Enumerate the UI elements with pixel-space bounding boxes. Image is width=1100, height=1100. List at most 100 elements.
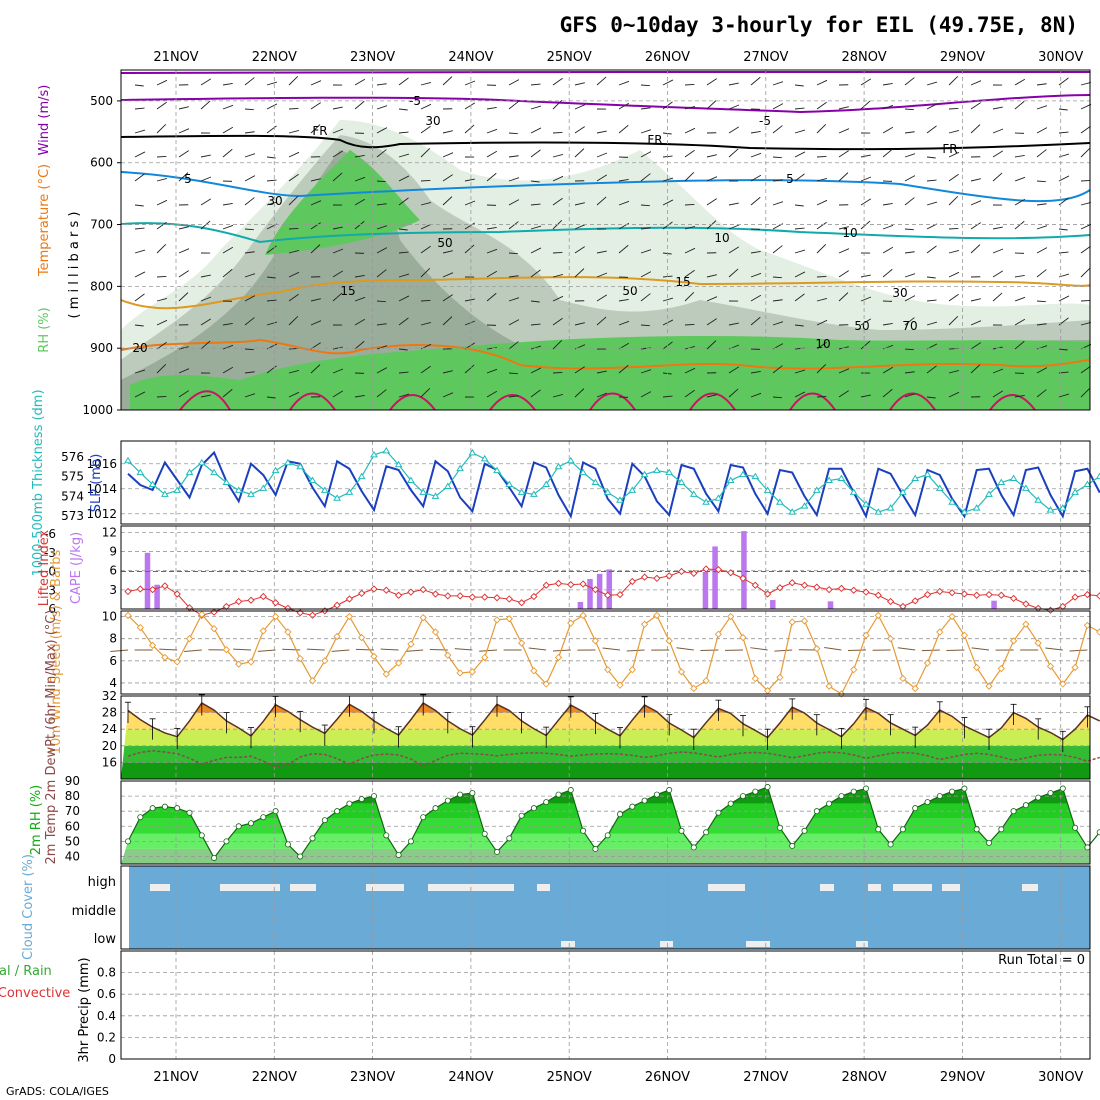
wind-barb bbox=[442, 272, 454, 278]
wind-barb bbox=[530, 203, 541, 206]
wind-barb bbox=[178, 292, 189, 302]
wind-barb bbox=[706, 340, 717, 350]
thickness-point bbox=[345, 488, 354, 495]
wind-barb bbox=[794, 249, 806, 254]
wind-barb bbox=[200, 100, 211, 110]
contour-5 bbox=[120, 171, 1091, 203]
wind-barb bbox=[332, 270, 344, 278]
cloud-cover-area bbox=[129, 866, 1090, 949]
wind-barb bbox=[1036, 105, 1048, 110]
wind-barb bbox=[310, 80, 322, 86]
wind-barb bbox=[794, 84, 804, 87]
contour-label: 10 bbox=[714, 231, 729, 245]
wind-barb bbox=[1080, 81, 1092, 86]
wind-barb bbox=[110, 649, 129, 652]
contour-label: 15 bbox=[675, 275, 690, 289]
thickness-point bbox=[788, 508, 797, 515]
y-axis-label: ( m i l l i b a r s ) bbox=[67, 212, 82, 319]
wind-barb bbox=[596, 152, 608, 158]
wind-barb bbox=[376, 300, 386, 303]
wind-speed-point bbox=[493, 616, 501, 624]
wind-speed-point bbox=[456, 669, 464, 677]
wind-barb bbox=[640, 369, 652, 374]
panel-frame bbox=[120, 865, 1091, 950]
wind-barb bbox=[948, 129, 960, 134]
li-point bbox=[763, 590, 772, 598]
wind-barb bbox=[178, 368, 190, 374]
wind-barb bbox=[420, 201, 432, 206]
wind-barb bbox=[816, 123, 827, 134]
wind-barb bbox=[860, 176, 872, 182]
thickness-point bbox=[763, 486, 772, 493]
wind-barb bbox=[134, 227, 145, 230]
slp-line bbox=[127, 450, 1100, 520]
wind-barb bbox=[1058, 108, 1068, 111]
wind-speed-point bbox=[345, 612, 354, 621]
li-point bbox=[136, 585, 144, 593]
wind-barb bbox=[486, 150, 498, 158]
wind-barb bbox=[134, 249, 146, 254]
wind-barb bbox=[948, 315, 959, 326]
wind-barb bbox=[405, 649, 424, 652]
wind-barb bbox=[420, 147, 431, 158]
rh-point bbox=[1072, 824, 1079, 831]
wind-barb bbox=[398, 228, 408, 231]
wind-barb bbox=[1014, 78, 1026, 86]
wind-barb bbox=[178, 346, 189, 350]
wind-barb bbox=[376, 149, 387, 158]
wind-barb bbox=[1080, 103, 1092, 110]
wind-barb bbox=[750, 272, 762, 278]
wind-barb bbox=[816, 363, 827, 374]
cloud-gap-high bbox=[366, 884, 404, 891]
wind-speed-point bbox=[1046, 662, 1055, 670]
li-point bbox=[874, 591, 882, 599]
wind-barb bbox=[464, 320, 476, 326]
rh-point bbox=[297, 853, 304, 860]
wind-barb bbox=[156, 79, 168, 86]
rh-point bbox=[727, 800, 734, 807]
cloud-gap-low bbox=[856, 941, 868, 947]
li-point bbox=[210, 608, 218, 616]
panel-frame bbox=[120, 610, 1091, 695]
wind-barb bbox=[904, 317, 915, 326]
rh-point bbox=[838, 793, 845, 800]
li-tick-label: -3 bbox=[44, 546, 56, 560]
li-point bbox=[591, 585, 600, 594]
wind-barb bbox=[178, 270, 189, 278]
wind-barb bbox=[1036, 225, 1048, 230]
wind-barb bbox=[992, 128, 1004, 134]
wind-barb bbox=[420, 125, 431, 134]
wind-barb bbox=[574, 322, 585, 326]
wind-barb bbox=[332, 390, 344, 398]
thickness-point bbox=[566, 456, 575, 464]
wind-barb bbox=[552, 77, 563, 86]
rh-tick-label: 70 bbox=[65, 804, 80, 818]
wind-barb bbox=[970, 200, 982, 206]
wind-speed-point bbox=[1071, 663, 1079, 672]
precip-tick-label: 0.4 bbox=[97, 1009, 116, 1023]
li-point bbox=[911, 597, 919, 605]
wind-barb bbox=[1080, 267, 1091, 278]
li-tick-label: -6 bbox=[44, 527, 56, 541]
wind-barb bbox=[904, 228, 914, 231]
wind-barb bbox=[816, 79, 828, 86]
dewpoint-line bbox=[127, 750, 1100, 768]
contour-neg5-b bbox=[120, 70, 1090, 74]
wind-barb bbox=[596, 76, 607, 86]
wind-barb bbox=[530, 225, 542, 230]
contour-label: 70 bbox=[902, 319, 917, 333]
slp-axis-label: SLP (mb) bbox=[89, 454, 104, 513]
date-label-bottom: 28NOV bbox=[842, 1070, 887, 1085]
wind-barb bbox=[552, 273, 564, 278]
wind-barb bbox=[552, 295, 564, 302]
wind-barb bbox=[860, 220, 871, 230]
wind-speed-point bbox=[419, 614, 427, 622]
date-label-bottom: 27NOV bbox=[743, 1070, 788, 1085]
wind-barb bbox=[948, 107, 959, 110]
date-label-bottom: 30NOV bbox=[1038, 1070, 1083, 1085]
wind-barb bbox=[398, 295, 410, 302]
date-label-top: 22NOV bbox=[252, 50, 297, 65]
wind-barb bbox=[134, 204, 144, 207]
wind-barb bbox=[860, 78, 872, 86]
wind-barb bbox=[200, 274, 211, 278]
